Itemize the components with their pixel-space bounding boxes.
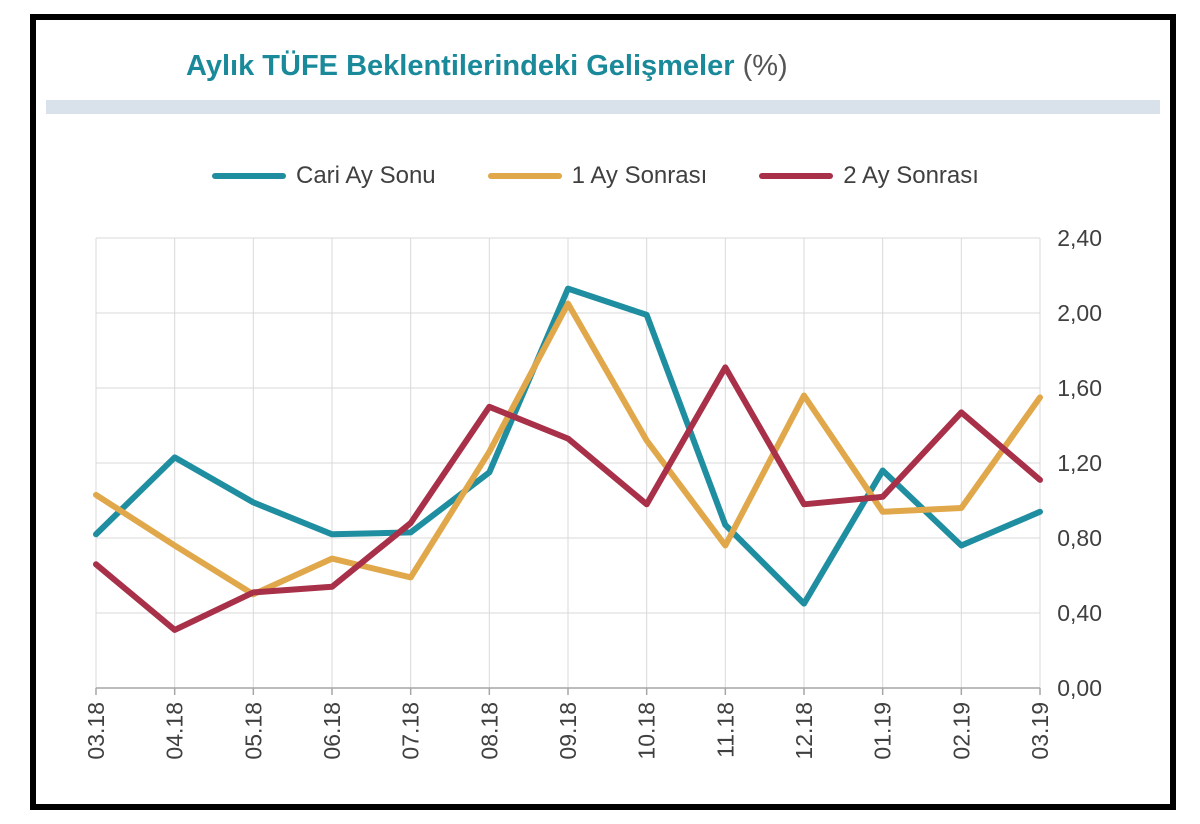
legend-label-0: Cari Ay Sonu <box>296 162 436 189</box>
y-tick-label-2: 0,80 <box>1057 525 1102 551</box>
chart-title-text: Aylık TÜFE Beklentilerindeki Gelişmeler <box>186 50 735 82</box>
x-tick-label-4: 07.18 <box>398 702 424 760</box>
x-tick-label-3: 06.18 <box>319 702 345 760</box>
series-line-0 <box>93 285 1043 607</box>
y-tick-label-6: 2,40 <box>1057 225 1102 251</box>
x-tick-label-6: 09.18 <box>555 702 581 760</box>
chart-title-unit: (%) <box>742 50 788 82</box>
legend-label-2: 2 Ay Sonrası <box>843 162 979 189</box>
chart-title: Aylık TÜFE Beklentilerindeki Gelişmeler … <box>186 50 788 83</box>
x-tick-label-0: 03.18 <box>83 702 109 760</box>
x-tick-label-9: 12.18 <box>791 702 817 760</box>
series-line-2 <box>93 364 1043 633</box>
y-tick-label-5: 2,00 <box>1057 300 1102 326</box>
chart-legend: Cari Ay Sonu 1 Ay Sonrası 2 Ay Sonrası <box>212 162 1031 190</box>
y-tick-label-0: 0,00 <box>1057 675 1102 701</box>
legend-swatch-2 <box>759 173 834 179</box>
x-tick-label-8: 11.18 <box>712 702 738 758</box>
legend-item-1: 1 Ay Sonrası <box>487 162 708 190</box>
chart-frame: Aylık TÜFE Beklentilerindeki Gelişmeler … <box>30 14 1176 810</box>
legend-item-0: Cari Ay Sonu <box>212 162 436 190</box>
y-tick-label-4: 1,60 <box>1057 375 1102 401</box>
x-tick-label-10: 01.19 <box>870 702 896 760</box>
x-tick-label-11: 02.19 <box>948 702 974 760</box>
title-underline-band <box>46 100 1160 114</box>
x-tick-label-7: 10.18 <box>634 702 660 760</box>
legend-swatch-0 <box>212 173 286 179</box>
y-tick-label-3: 1,20 <box>1057 450 1102 476</box>
x-tick-label-12: 03.19 <box>1027 702 1053 760</box>
x-tick-label-1: 04.18 <box>162 702 188 760</box>
x-tick-label-2: 05.18 <box>240 702 266 760</box>
line-chart: 0,00 0,40 0,80 1,20 1,60 2,00 2,40 03.18 04.18 05… <box>83 225 1102 760</box>
legend-label-1: 1 Ay Sonrası <box>571 162 708 189</box>
legend-item-2: 2 Ay Sonrası <box>759 162 979 190</box>
legend-swatch-1 <box>487 173 562 179</box>
y-tick-label-1: 0,40 <box>1057 600 1102 626</box>
x-tick-label-5: 08.18 <box>476 702 502 760</box>
